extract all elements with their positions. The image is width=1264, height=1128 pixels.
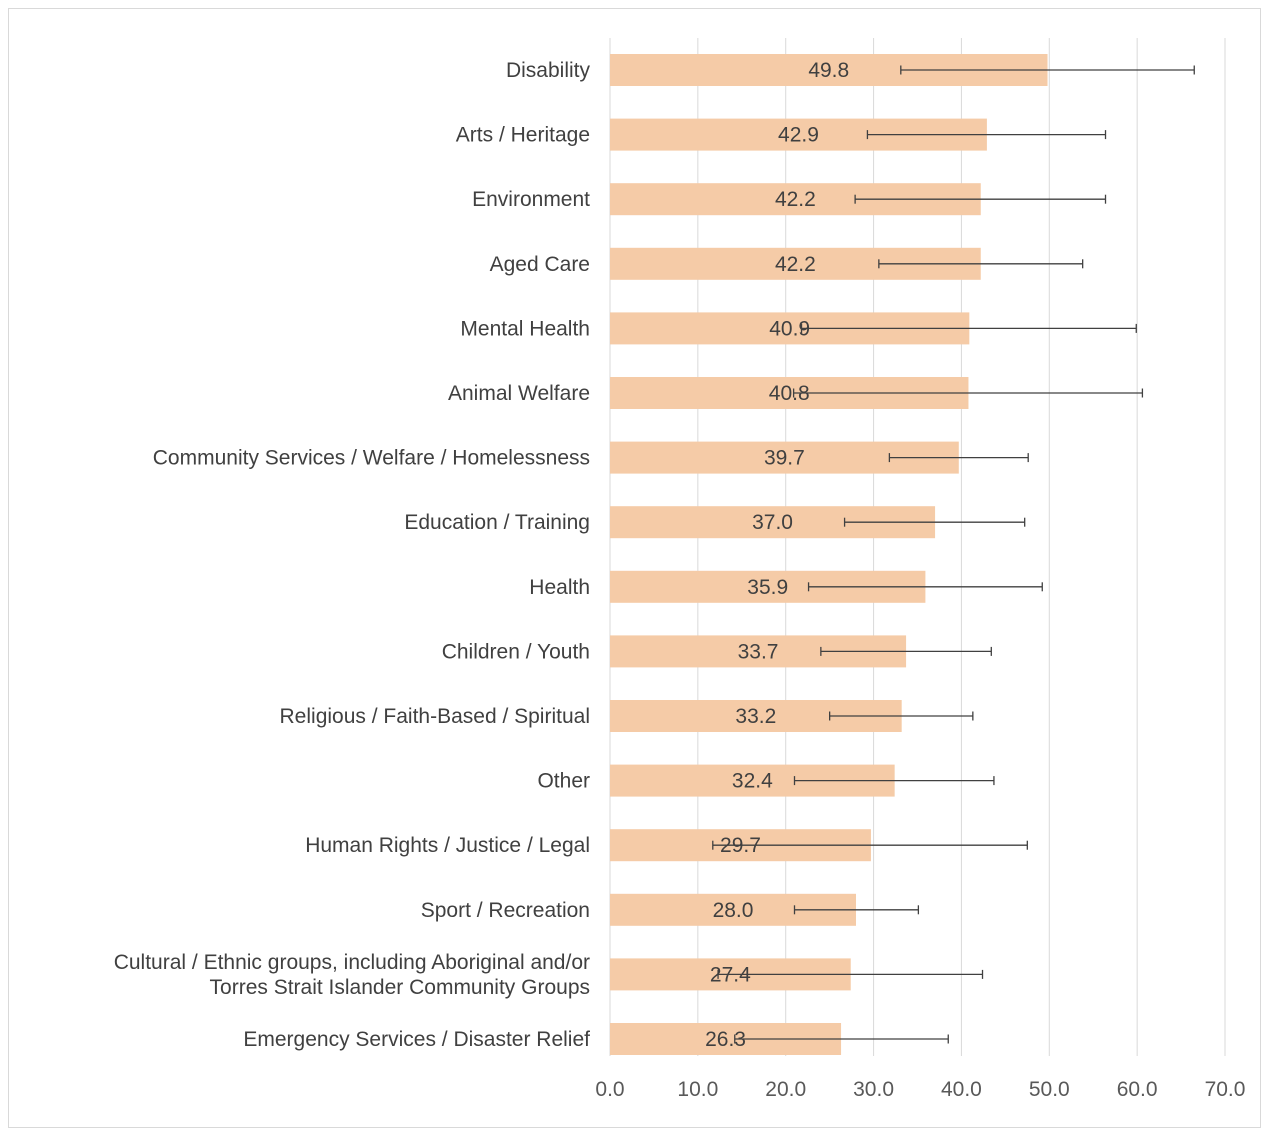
x-tick-label: 50.0: [1029, 1078, 1070, 1101]
data-label: 28.0: [713, 899, 754, 922]
data-label: 42.2: [775, 253, 816, 276]
data-label: 32.4: [732, 770, 773, 793]
category-label: Community Services / Welfare / Homelessn…: [153, 447, 590, 470]
category-label: Sport / Recreation: [421, 899, 590, 922]
category-label-line: Environment: [472, 188, 590, 211]
data-label: 42.2: [775, 188, 816, 211]
category-label-line: Sport / Recreation: [421, 899, 590, 922]
data-label: 33.7: [738, 640, 779, 663]
category-label-line: Health: [529, 576, 590, 599]
category-label-line: Other: [537, 770, 590, 793]
category-label-line: Human Rights / Justice / Legal: [305, 834, 590, 857]
category-label: Environment: [472, 188, 590, 211]
category-label-line: Mental Health: [460, 317, 590, 340]
category-label-line: Community Services / Welfare / Homelessn…: [153, 447, 590, 470]
category-label: Disability: [506, 59, 591, 82]
category-label-line: Disability: [506, 59, 591, 82]
data-label: 26.3: [705, 1028, 746, 1051]
x-tick-label: 10.0: [677, 1078, 718, 1101]
bars: [610, 54, 1048, 1055]
category-label: Children / Youth: [442, 640, 590, 663]
data-label: 29.7: [720, 834, 761, 857]
category-label: Aged Care: [490, 253, 590, 276]
x-tick-label: 30.0: [853, 1078, 894, 1101]
category-label-line: Animal Welfare: [448, 382, 590, 405]
data-label: 39.7: [764, 447, 805, 470]
category-label-line: Arts / Heritage: [456, 124, 590, 147]
data-label: 33.2: [735, 705, 776, 728]
category-label: Animal Welfare: [448, 382, 590, 405]
category-label: Other: [537, 770, 590, 793]
data-label: 40.8: [769, 382, 810, 405]
data-label: 49.8: [808, 59, 849, 82]
category-label: Emergency Services / Disaster Relief: [243, 1028, 590, 1051]
x-tick-label: 40.0: [941, 1078, 982, 1101]
data-label: 27.4: [710, 963, 751, 986]
x-tick-label: 60.0: [1117, 1078, 1158, 1101]
data-label: 40.9: [769, 317, 810, 340]
category-label-line: Religious / Faith-Based / Spiritual: [280, 705, 590, 728]
category-label: Arts / Heritage: [456, 124, 590, 147]
error-bars: [712, 65, 1195, 1044]
data-label: 37.0: [752, 511, 793, 534]
category-label-line: Cultural / Ethnic groups, including Abor…: [114, 951, 590, 974]
category-label-line: Education / Training: [404, 511, 590, 534]
category-label-line: Torres Strait Islander Community Groups: [210, 976, 590, 999]
category-label: Education / Training: [404, 511, 590, 534]
category-label: Human Rights / Justice / Legal: [305, 834, 590, 857]
data-label: 42.9: [778, 124, 819, 147]
x-axis-ticks: 0.0 10.0 20.0 30.0 40.0 50.0 60.0 70.0: [595, 1078, 1245, 1101]
category-label: Health: [529, 576, 590, 599]
x-tick-label: 70.0: [1205, 1078, 1246, 1101]
x-tick-label: 20.0: [765, 1078, 806, 1101]
category-label: Religious / Faith-Based / Spiritual: [280, 705, 590, 728]
category-label-line: Children / Youth: [442, 640, 590, 663]
value-labels: 49.8 42.9 42.2 42.2 40.9 40.8 39.7 37.0 35.9 33.7…: [705, 59, 849, 1051]
category-label-line: Aged Care: [490, 253, 590, 276]
category-label: Mental Health: [460, 317, 590, 340]
category-label: Cultural / Ethnic groups, including Abor…: [114, 951, 590, 999]
category-labels: Disability Arts / Heritage Environment Aged…: [114, 59, 591, 1051]
x-tick-label: 0.0: [595, 1078, 624, 1101]
category-label-line: Emergency Services / Disaster Relief: [243, 1028, 590, 1051]
data-label: 35.9: [747, 576, 788, 599]
